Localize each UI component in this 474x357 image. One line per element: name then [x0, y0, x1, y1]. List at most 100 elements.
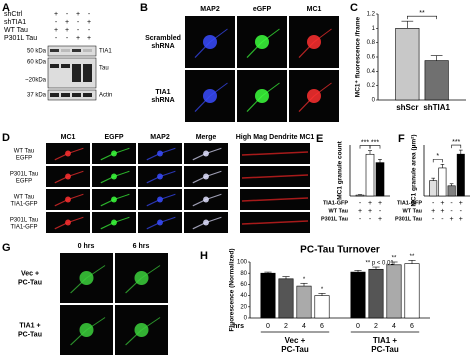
bar [260, 272, 276, 319]
neurite-signal [146, 175, 161, 184]
chart-title: PC-Tau Turnover [300, 245, 380, 256]
neurite-signal [67, 216, 84, 223]
neurite-signal [313, 28, 332, 43]
neurite-signal [113, 170, 130, 177]
band-label: TIA1 [99, 49, 112, 55]
neurite-signal [113, 147, 130, 154]
band [61, 64, 70, 68]
neurite-signal [205, 147, 222, 154]
condition-sign: - [441, 216, 444, 223]
condition-sign: - [450, 200, 453, 207]
bar [456, 153, 465, 197]
sign: - [77, 19, 80, 26]
row-label: shTIA1 [4, 19, 26, 26]
neurite-signal [100, 152, 115, 161]
condition-sign: + [378, 216, 382, 223]
bar [278, 278, 294, 319]
neurite-signal [205, 193, 222, 200]
sign: - [66, 11, 69, 18]
row-label: shCtrl [4, 11, 23, 18]
band [72, 64, 81, 82]
significance-label: *** [371, 139, 379, 146]
significance-bracket [451, 144, 462, 149]
significance-bracket [407, 15, 437, 20]
condition-label: P301L Tau [321, 216, 348, 222]
column-header: eGFP [253, 6, 272, 13]
y-axis-label: MC1 granule area (µm²) [411, 134, 418, 206]
sign: + [87, 19, 91, 26]
neurite-signal [70, 277, 87, 294]
neurite-signal [313, 82, 332, 97]
neurite-signal [67, 147, 84, 154]
row-label: TIA1 + PC-Tau [18, 322, 42, 338]
sign: + [54, 11, 58, 18]
sign: - [77, 27, 80, 34]
x-tick-label: shTIA1 [423, 103, 450, 112]
neurite-signal [125, 277, 142, 294]
neurite-signal [298, 95, 315, 113]
x-tick-label: 4 [392, 323, 396, 330]
condition-sign: - [379, 208, 382, 215]
condition-sign: + [368, 208, 372, 215]
column-header: Merge [196, 134, 217, 141]
sign: + [76, 11, 80, 18]
neurite-signal [205, 216, 222, 223]
panel-label: C [350, 2, 358, 14]
condition-sign: - [460, 208, 463, 215]
neurite-signal [192, 221, 207, 230]
y-tick-label: 100 [237, 260, 248, 266]
neurite-signal [67, 170, 84, 177]
y-axis-label: MC1 granule count [337, 140, 344, 199]
x-tick-label: 0 [266, 323, 270, 330]
condition-sign: - [369, 216, 372, 223]
x-tick-label: 6 [320, 323, 324, 330]
marker-label: 50 kDa [27, 49, 47, 55]
panel-label: A [2, 2, 10, 14]
bar [386, 264, 402, 319]
row-label: WT Tau TIA1-GFP [10, 194, 37, 207]
group-label: TIA1 + PC-Tau [371, 336, 399, 354]
neurite-signal [54, 152, 69, 161]
band [50, 49, 59, 52]
neurite-signal [146, 152, 161, 161]
x-axis-label: hrs [233, 323, 244, 330]
neurite-signal [159, 216, 176, 223]
neurite-signal [86, 317, 106, 331]
row-label: TIA1 shRNA [151, 89, 174, 104]
y-tick-label: 1.2 [367, 12, 376, 18]
sign: - [88, 11, 91, 18]
sign: - [55, 35, 58, 42]
panel-label: H [200, 250, 208, 262]
y-tick-label: 0.6 [367, 55, 376, 61]
y-tick-label: 20 [240, 304, 247, 310]
bar [350, 271, 366, 319]
condition-label: TIA1-GFP [397, 200, 422, 206]
row-label: Scrambled shRNA [145, 35, 181, 50]
bar-label: ** [410, 254, 415, 260]
column-header: MAP2 [200, 6, 220, 13]
condition-sign: - [359, 200, 362, 207]
condition-sign: - [359, 216, 362, 223]
neurite-signal [192, 198, 207, 207]
row-label: P301L Tau [4, 35, 37, 42]
bar [395, 28, 420, 101]
bar-label: * [303, 277, 306, 283]
y-tick-label: 0.2 [367, 83, 376, 89]
band [61, 93, 70, 97]
sign: - [55, 19, 58, 26]
row-label: P301L Tau EGFP [10, 171, 38, 184]
column-header: MC1 [61, 134, 76, 141]
column-header: MAP2 [150, 134, 170, 141]
condition-sign: + [459, 200, 463, 207]
neurite-signal [298, 41, 315, 59]
sign: - [66, 35, 69, 42]
band-label: Actin [99, 93, 112, 99]
neurite-signal [194, 41, 211, 59]
band [72, 49, 81, 52]
condition-sign: + [431, 208, 435, 215]
marker-label: ~20kDa [25, 78, 47, 84]
panel-label: E [316, 133, 323, 145]
bar [365, 153, 375, 197]
neurite-signal [113, 216, 130, 223]
significance-label: ** [419, 10, 425, 17]
